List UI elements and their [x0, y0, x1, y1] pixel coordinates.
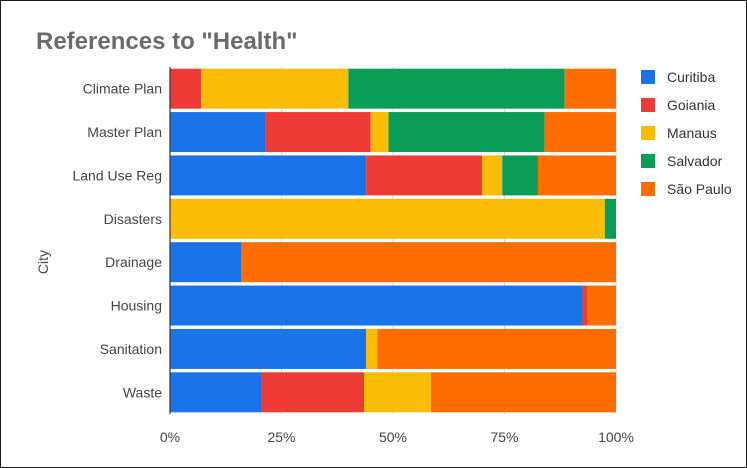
bar-segment	[388, 112, 545, 153]
y-tick-label: Land Use Reg	[72, 167, 162, 183]
bar-segment	[170, 328, 367, 369]
bar-segment	[364, 372, 431, 413]
bar-segment	[587, 285, 616, 326]
bar-segment	[201, 68, 349, 109]
chart-title: References to "Health"	[36, 28, 298, 55]
bar-segment	[564, 68, 616, 109]
legend-swatch	[641, 154, 655, 168]
legend-label: Manaus	[667, 125, 717, 141]
legend-swatch	[641, 98, 655, 112]
axes: 0% 25% 50% 75% 100% Climate Plan Master Plan La…	[72, 67, 634, 445]
y-tick-label: Master Plan	[87, 124, 162, 140]
bar-segment	[170, 68, 202, 109]
y-tick-label: Housing	[111, 298, 162, 314]
x-tick-label: 75%	[490, 429, 518, 445]
bar-segment	[170, 198, 605, 239]
bar-segment	[482, 155, 503, 196]
bar-segment	[366, 155, 483, 196]
y-axis-label: City	[35, 250, 51, 274]
bar-segment	[241, 242, 617, 283]
legend-label: Goiania	[667, 97, 715, 113]
bar-segment	[537, 155, 616, 196]
y-tick-label: Drainage	[105, 254, 162, 270]
legend: Curitiba Goiania Manaus Salvador São Paulo	[641, 69, 732, 197]
y-tick-label: Sanitation	[100, 341, 162, 357]
y-tick-label: Climate Plan	[83, 81, 162, 97]
x-tick-label: 50%	[379, 429, 407, 445]
legend-label: Salvador	[667, 153, 723, 169]
y-tick-label: Disasters	[104, 211, 162, 227]
legend-swatch	[641, 182, 655, 196]
legend-label: Curitiba	[667, 69, 715, 85]
bar-segment	[370, 112, 389, 153]
bar-segment	[261, 372, 365, 413]
bar-segment	[170, 112, 266, 153]
bar-segment	[544, 112, 616, 153]
x-tick-label: 100%	[598, 429, 634, 445]
bar-segment	[170, 285, 583, 326]
legend-swatch	[641, 70, 655, 84]
bar-segment	[265, 112, 371, 153]
legend-label: São Paulo	[667, 181, 732, 197]
bar-segment	[582, 285, 588, 326]
bar-segment	[502, 155, 538, 196]
bar-segment	[604, 198, 616, 239]
bars	[170, 68, 617, 413]
y-tick-label: Waste	[123, 384, 162, 400]
bar-segment	[430, 372, 616, 413]
x-tick-label: 25%	[267, 429, 295, 445]
bar-segment	[170, 242, 242, 283]
bar-segment	[366, 328, 378, 369]
legend-swatch	[641, 126, 655, 140]
bar-segment	[377, 328, 616, 369]
bar-segment	[170, 155, 367, 196]
bar-segment	[170, 372, 262, 413]
x-tick-label: 0%	[160, 429, 180, 445]
bar-segment	[348, 68, 565, 109]
